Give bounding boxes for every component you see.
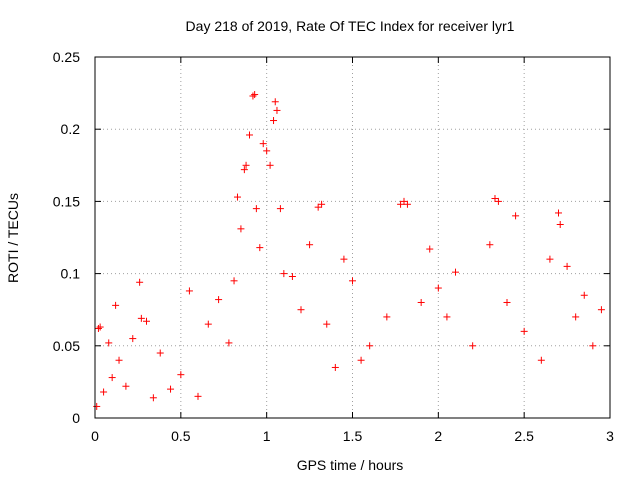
data-point — [546, 255, 554, 263]
data-point — [397, 200, 405, 208]
data-point — [314, 203, 322, 211]
data-point — [383, 313, 391, 321]
chart-title: Day 218 of 2019, Rate Of TEC Index for r… — [186, 18, 515, 34]
data-point — [270, 117, 278, 125]
data-point — [259, 140, 267, 148]
data-point — [494, 197, 502, 205]
data-point — [233, 193, 241, 201]
data-point — [563, 262, 571, 270]
data-point — [251, 91, 259, 99]
axes: 0 0.5 1 1.5 2 2.5 3 0 0.05 0.1 0.15 0.2 0.25 — [53, 49, 614, 444]
data-point — [271, 98, 279, 106]
data-point — [580, 291, 588, 299]
data-point — [288, 272, 296, 280]
data-point — [137, 314, 145, 322]
x-tick-label: 1.5 — [343, 428, 363, 444]
data-point — [306, 241, 314, 249]
data-point — [100, 388, 108, 396]
y-tick-label: 0 — [72, 410, 80, 426]
data-point — [263, 147, 271, 155]
data-point — [149, 394, 157, 402]
x-tick-label: 2.5 — [514, 428, 534, 444]
data-point — [143, 317, 150, 325]
data-point — [93, 402, 101, 410]
data-point — [349, 277, 356, 285]
x-tick-label: 3 — [606, 428, 614, 444]
data-point — [503, 298, 511, 306]
y-tick-label: 0.1 — [61, 266, 81, 282]
data-point — [331, 363, 339, 371]
data-point — [403, 200, 411, 208]
data-point — [246, 131, 253, 139]
grid — [95, 57, 610, 418]
y-tick-label: 0.15 — [53, 193, 80, 209]
data-point — [491, 195, 499, 203]
data-point — [136, 278, 144, 286]
data-point — [426, 245, 434, 253]
data-point — [469, 342, 477, 350]
data-point — [443, 313, 451, 321]
y-tick-label: 0.2 — [61, 121, 81, 137]
data-point — [156, 349, 164, 357]
data-point — [318, 200, 326, 208]
data-point — [589, 342, 597, 350]
data-point — [266, 161, 274, 169]
data-point — [167, 385, 175, 393]
data-point — [96, 323, 104, 331]
data-point — [400, 197, 408, 205]
data-point — [366, 342, 374, 350]
data-point — [94, 324, 102, 332]
data-point — [204, 320, 212, 328]
data-point — [357, 356, 365, 364]
y-tick-label: 0.25 — [53, 49, 80, 65]
data-point — [252, 205, 260, 213]
data-point — [276, 205, 284, 213]
data-point — [225, 339, 233, 347]
data-point — [230, 277, 238, 285]
data-point — [108, 374, 116, 382]
data-point — [112, 301, 120, 309]
data-point — [194, 392, 202, 400]
data-point — [556, 221, 564, 229]
data-point — [115, 356, 123, 364]
data-point — [280, 270, 288, 278]
data-point — [242, 161, 250, 169]
data-point — [434, 284, 442, 292]
y-tick-label: 0.05 — [53, 338, 80, 354]
data-point — [237, 225, 245, 233]
data-point — [323, 320, 331, 328]
y-axis-label: ROTI / TECUs — [5, 193, 21, 283]
data-point — [555, 209, 562, 217]
data-point — [177, 371, 185, 379]
data-point — [129, 335, 137, 343]
data-point — [249, 92, 257, 100]
data-point — [520, 327, 528, 335]
data-point — [512, 212, 520, 220]
x-tick-label: 1 — [263, 428, 271, 444]
data-point — [597, 306, 605, 314]
data-points — [93, 91, 605, 410]
data-point — [452, 268, 459, 276]
data-point — [122, 382, 130, 390]
data-point — [537, 356, 545, 364]
x-tick-label: 0 — [91, 428, 99, 444]
x-tick-label: 0.5 — [171, 428, 191, 444]
x-axis-label: GPS time / hours — [297, 457, 404, 473]
data-point — [340, 255, 348, 263]
data-point — [256, 244, 264, 252]
data-point — [185, 287, 193, 295]
data-point — [417, 298, 425, 306]
data-point — [273, 106, 281, 114]
data-point — [105, 339, 113, 347]
data-point — [486, 241, 494, 249]
x-tick-label: 2 — [434, 428, 442, 444]
data-point — [572, 313, 580, 321]
data-point — [297, 306, 305, 314]
data-point — [215, 296, 223, 304]
data-point — [240, 166, 248, 174]
